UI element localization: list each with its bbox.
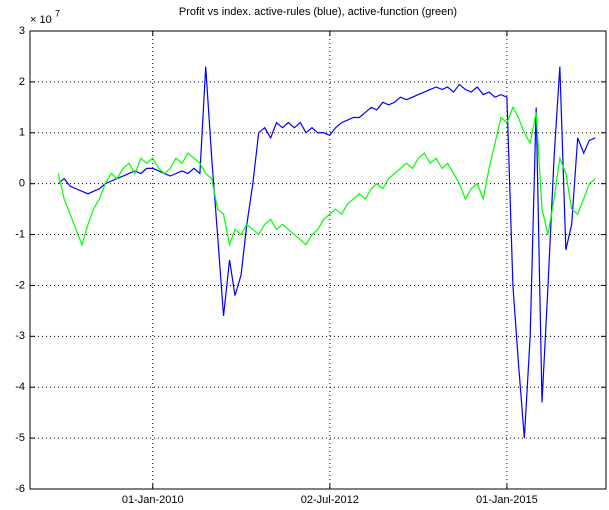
y-tick-label: 1 — [19, 127, 25, 139]
x-tick-label: 02-Jul-2012 — [301, 494, 359, 506]
y-multiplier-exp: 7 — [55, 8, 60, 18]
y-tick-label: -6 — [15, 483, 25, 495]
y-tick-label: -2 — [15, 279, 25, 291]
series-line — [57, 66, 596, 439]
y-tick-label: 2 — [19, 76, 25, 88]
y-tick-label: -1 — [15, 228, 25, 240]
y-tick-label: -4 — [15, 381, 25, 393]
plot-area — [30, 31, 606, 489]
y-tick-label: -5 — [15, 432, 25, 444]
y-multiplier: × 10 — [30, 14, 52, 26]
chart-title: Profit vs index. active-rules (blue), ac… — [179, 6, 457, 18]
y-tick-label: -3 — [15, 330, 25, 342]
y-tick-label: 0 — [19, 178, 25, 190]
y-tick-label: 3 — [19, 25, 25, 37]
series-line — [57, 105, 596, 247]
plot-frame — [29, 30, 607, 490]
x-tick-label: 01-Jan-2010 — [122, 494, 184, 506]
x-tick-label: 01-Jan-2015 — [476, 494, 538, 506]
